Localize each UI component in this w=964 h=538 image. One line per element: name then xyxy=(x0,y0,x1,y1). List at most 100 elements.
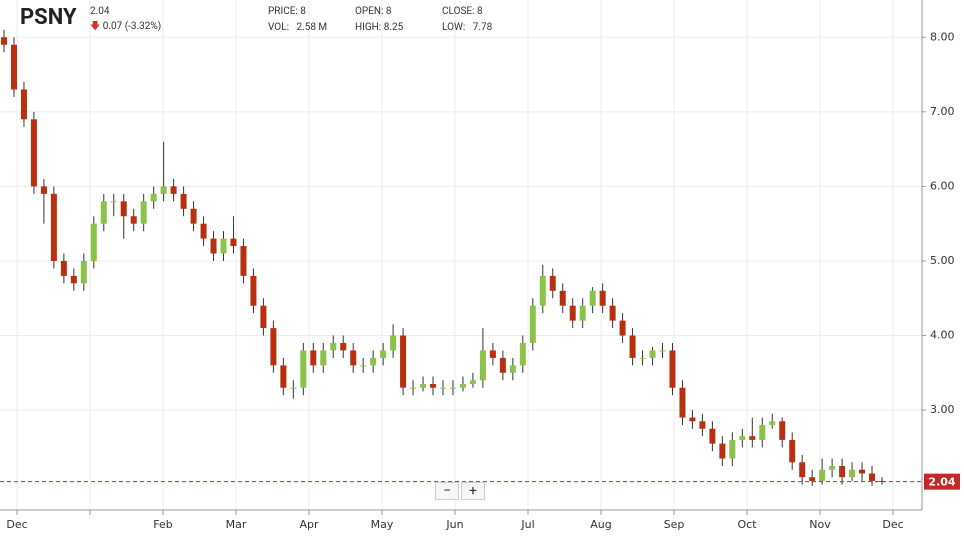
candle-body xyxy=(40,186,47,194)
candle-body xyxy=(260,305,267,329)
zoom-in-button[interactable]: + xyxy=(461,482,485,500)
candle-body xyxy=(529,305,536,343)
y-tick-label: 6.00 xyxy=(930,179,955,192)
candle-body xyxy=(759,425,766,440)
candle-body xyxy=(509,365,516,373)
candle-body xyxy=(639,357,646,359)
info-high: HIGH: 8.25 xyxy=(355,22,403,33)
candle-body xyxy=(350,350,357,366)
value: 8 xyxy=(385,6,392,17)
info-price: PRICE: 8 xyxy=(268,6,306,17)
candle-body xyxy=(430,383,437,388)
label: CLOSE: xyxy=(442,6,475,17)
candle-body xyxy=(330,342,337,351)
candle-body xyxy=(120,201,127,217)
info-low: LOW: 7.78 xyxy=(442,22,492,33)
candle-body xyxy=(749,436,756,440)
candle-body xyxy=(569,305,576,321)
candle-body xyxy=(380,350,387,358)
candle-body xyxy=(789,439,796,463)
candle-body xyxy=(579,305,586,321)
candle-body xyxy=(20,89,27,120)
candle-body xyxy=(420,383,427,388)
candle-body xyxy=(539,275,546,306)
candle-body xyxy=(440,387,446,389)
x-tick-label: Sep xyxy=(664,518,685,531)
last-price: 2.04 xyxy=(90,6,110,17)
x-tick-label: Oct xyxy=(737,518,757,531)
zoom-out-button[interactable]: − xyxy=(435,482,459,500)
candle-body xyxy=(90,223,97,261)
last-price-tag xyxy=(924,473,960,490)
candle-body xyxy=(869,473,876,481)
candle-body xyxy=(839,466,846,478)
symbol: PSNY xyxy=(20,5,77,30)
x-tick-label: Aug xyxy=(590,518,611,531)
candle-body xyxy=(719,443,726,459)
candle-body xyxy=(709,428,716,444)
candle-body xyxy=(230,238,237,247)
y-tick-label: 8.00 xyxy=(930,30,955,43)
label: PRICE: xyxy=(268,6,298,17)
x-tick-label: Dec xyxy=(6,518,27,531)
value: 8.25 xyxy=(383,22,404,33)
candle-body xyxy=(10,44,17,90)
y-tick-label: 7.00 xyxy=(930,105,955,118)
candle-body xyxy=(100,201,107,224)
candle-body xyxy=(659,350,666,352)
candle-body xyxy=(240,246,247,276)
candle-body xyxy=(70,275,77,284)
x-tick-label: Apr xyxy=(299,518,319,531)
y-tick-label: 5.00 xyxy=(930,254,955,267)
value: 7.78 xyxy=(472,22,493,33)
candle-body xyxy=(859,469,866,474)
candle-body xyxy=(370,357,377,366)
candle-body xyxy=(679,387,686,418)
candle-body xyxy=(469,380,476,384)
candle-body xyxy=(779,421,786,440)
info-close: CLOSE: 8 xyxy=(442,6,483,17)
candle-body xyxy=(629,335,636,358)
candle-body xyxy=(400,335,407,388)
candle-body xyxy=(320,350,327,366)
candle-body xyxy=(410,387,417,389)
candle-body xyxy=(160,186,167,194)
candle-body xyxy=(310,350,317,366)
candle-body xyxy=(549,275,556,291)
candle-body xyxy=(210,238,217,254)
candle-body xyxy=(50,193,57,261)
candle-body xyxy=(290,387,297,389)
candle-body xyxy=(1,37,7,45)
candle-body xyxy=(769,421,776,425)
value: 2.58 M xyxy=(296,22,328,33)
candle-body xyxy=(689,417,696,422)
candle-body xyxy=(360,365,367,367)
candle-body xyxy=(729,439,736,459)
candle-body xyxy=(619,320,626,336)
x-tick-label: Jul xyxy=(520,518,534,531)
candle-body xyxy=(110,201,117,203)
candle-body xyxy=(829,466,836,470)
candle-body xyxy=(819,469,826,481)
candle-body xyxy=(479,350,486,381)
candle-body xyxy=(809,477,816,481)
value: 8 xyxy=(476,6,483,17)
info-open: OPEN: 8 xyxy=(355,6,392,17)
candle-body xyxy=(150,193,157,202)
candle-body xyxy=(799,462,806,478)
candle-body xyxy=(30,119,37,187)
candle-body xyxy=(130,216,137,224)
candle-body xyxy=(220,238,227,254)
label: HIGH: xyxy=(355,22,382,33)
candle-body xyxy=(739,436,746,440)
candle-body xyxy=(280,365,287,388)
candle-body xyxy=(519,342,526,366)
x-tick-label: Feb xyxy=(153,518,172,531)
y-tick-label: 4.00 xyxy=(930,329,955,342)
candle-body xyxy=(300,350,307,388)
x-tick-label: May xyxy=(371,518,394,531)
value: 8 xyxy=(300,6,306,17)
label: VOL: xyxy=(268,22,289,33)
candle-body xyxy=(250,275,257,306)
